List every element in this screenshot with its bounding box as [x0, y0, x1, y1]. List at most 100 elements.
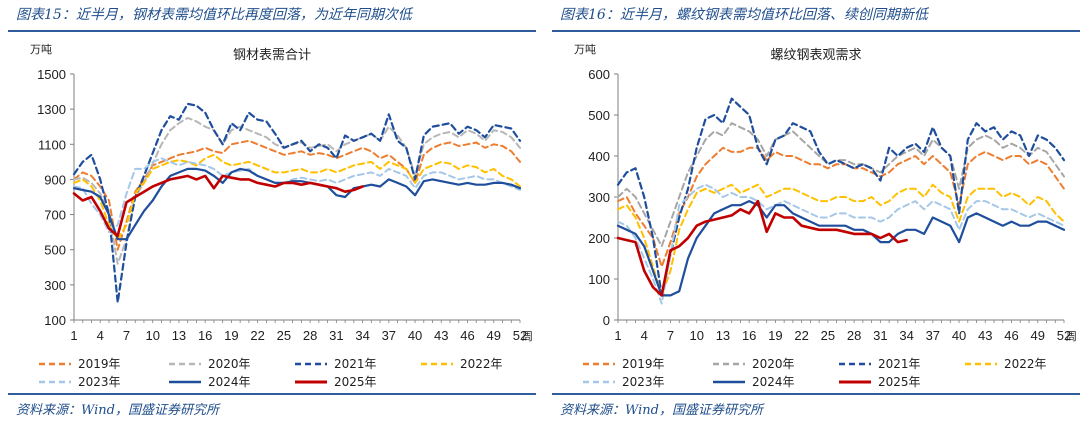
source-rule	[8, 393, 536, 395]
x-tick-label: 10	[145, 328, 159, 343]
line-chart: 0 100 200 300 400 500 600 1 4 7 10 13 16 19 22 25 28 31 34…	[588, 67, 1077, 343]
x-unit-label: 周	[1066, 330, 1077, 343]
y-tick-label: 100	[44, 313, 66, 328]
y-tick-label: 500	[588, 108, 610, 123]
legend-item: 2022年	[964, 355, 1047, 372]
x-tick-label: 31	[873, 328, 887, 343]
legend-label: 2022年	[460, 357, 503, 371]
series-line-7	[72, 174, 364, 237]
x-tick-label: 13	[172, 328, 186, 343]
legend-label: 2023年	[622, 375, 665, 389]
legend-swatch	[169, 380, 201, 383]
legend-swatch	[295, 362, 327, 365]
legend-swatch	[169, 362, 201, 365]
chart-panel-steel: 图表15：近半月，钢材表需均值环比再度回落，为近年同期次低 万吨 钢材表需合计 …	[8, 0, 536, 422]
x-tick-label: 34	[355, 328, 369, 343]
legend-swatch	[839, 362, 871, 365]
y-unit-label: 万吨	[574, 43, 596, 56]
y-tick-label: 400	[588, 149, 610, 164]
legend-label: 2020年	[208, 357, 251, 371]
x-unit-label: 周	[522, 330, 533, 343]
legend: 2019年 2020年 2021年 2022年 2023年 2024年 2025年	[8, 355, 536, 391]
legend-label: 2021年	[878, 357, 921, 371]
legend-label: 2024年	[752, 375, 795, 389]
y-tick-label: 100	[588, 272, 610, 287]
x-tick-label: 7	[667, 328, 674, 343]
figure-title: 图表16：近半月，螺纹钢表需均值环比回落、续创同期新低	[560, 7, 928, 23]
legend-label: 2021年	[334, 357, 377, 371]
legend-swatch	[295, 380, 327, 383]
series-line-7	[616, 199, 908, 297]
x-tick-label: 46	[1004, 328, 1018, 343]
legend-label: 2020年	[752, 357, 795, 371]
title-rule	[552, 30, 1080, 32]
y-tick-label: 700	[44, 208, 66, 223]
x-tick-label: 37	[926, 328, 940, 343]
legend-swatch	[421, 362, 453, 365]
x-tick-label: 31	[329, 328, 343, 343]
legend-label: 2023年	[78, 375, 121, 389]
legend-swatch	[965, 362, 997, 365]
y-tick-label: 1300	[37, 102, 66, 117]
legend-item: 2021年	[838, 355, 921, 372]
line-chart: 100 300 500 700 900 1100 1300 1500 1 4 7 10 13 16 19 22…	[37, 67, 533, 343]
legend-label: 2022年	[1004, 357, 1047, 371]
chart-title: 钢材表需合计	[232, 48, 311, 63]
series-line-2	[617, 122, 1065, 248]
x-tick-label: 28	[847, 328, 861, 343]
series-line-6	[616, 200, 1066, 297]
x-tick-label: 49	[1031, 328, 1045, 343]
x-tick-label: 1	[614, 328, 621, 343]
series-line-4	[73, 153, 521, 241]
series-line-3	[616, 97, 1066, 297]
legend-label: 2019年	[78, 357, 121, 371]
y-tick-label: 300	[588, 190, 610, 205]
legend-item: 2021年	[294, 355, 377, 372]
x-tick-label: 19	[768, 328, 782, 343]
x-tick-label: 19	[224, 328, 238, 343]
x-tick-label: 10	[689, 328, 703, 343]
y-tick-label: 0	[603, 313, 610, 328]
legend-swatch	[713, 380, 745, 383]
legend: 2019年 2020年 2021年 2022年 2023年 2024年 2025年	[552, 355, 1080, 391]
y-tick-label: 300	[44, 278, 66, 293]
x-tick-label: 13	[716, 328, 730, 343]
source-note: 资料来源：Wind，国盛证券研究所	[560, 403, 763, 418]
legend-item: 2019年	[582, 355, 665, 372]
x-tick-label: 25	[277, 328, 291, 343]
x-tick-label: 49	[487, 328, 501, 343]
legend-swatch	[39, 380, 71, 383]
y-tick-label: 200	[588, 231, 610, 246]
legend-swatch	[839, 380, 871, 383]
title-rule	[8, 30, 536, 32]
y-tick-label: 1100	[38, 137, 66, 152]
series-line-6	[72, 167, 522, 241]
figure-title: 图表15：近半月，钢材表需均值环比再度回落，为近年同期次低	[16, 7, 412, 23]
legend-label: 2019年	[622, 357, 665, 371]
legend-label: 2024年	[208, 375, 251, 389]
legend-item: 2022年	[420, 355, 503, 372]
x-tick-label: 25	[821, 328, 835, 343]
x-tick-label: 22	[250, 328, 264, 343]
x-tick-label: 16	[198, 328, 212, 343]
y-tick-label: 900	[44, 172, 66, 187]
x-tick-label: 40	[408, 328, 422, 343]
y-tick-label: 600	[588, 67, 610, 82]
series-line-5	[73, 157, 521, 234]
legend-swatch	[39, 362, 71, 365]
legend-swatch	[713, 362, 745, 365]
legend-item: 2019年	[38, 355, 121, 372]
legend-label: 2025年	[878, 375, 921, 389]
x-tick-label: 4	[97, 328, 104, 343]
legend-item: 2023年	[582, 373, 665, 390]
series-line-1	[617, 146, 1065, 268]
y-tick-label: 500	[44, 243, 66, 258]
series-line-4	[617, 183, 1065, 297]
y-tick-label: 1500	[37, 67, 66, 82]
x-tick-label: 46	[460, 328, 474, 343]
x-tick-label: 16	[742, 328, 756, 343]
series-line-1	[73, 139, 521, 251]
legend-item: 2024年	[712, 373, 795, 390]
x-tick-label: 43	[434, 328, 448, 343]
legend-label: 2025年	[334, 375, 377, 389]
